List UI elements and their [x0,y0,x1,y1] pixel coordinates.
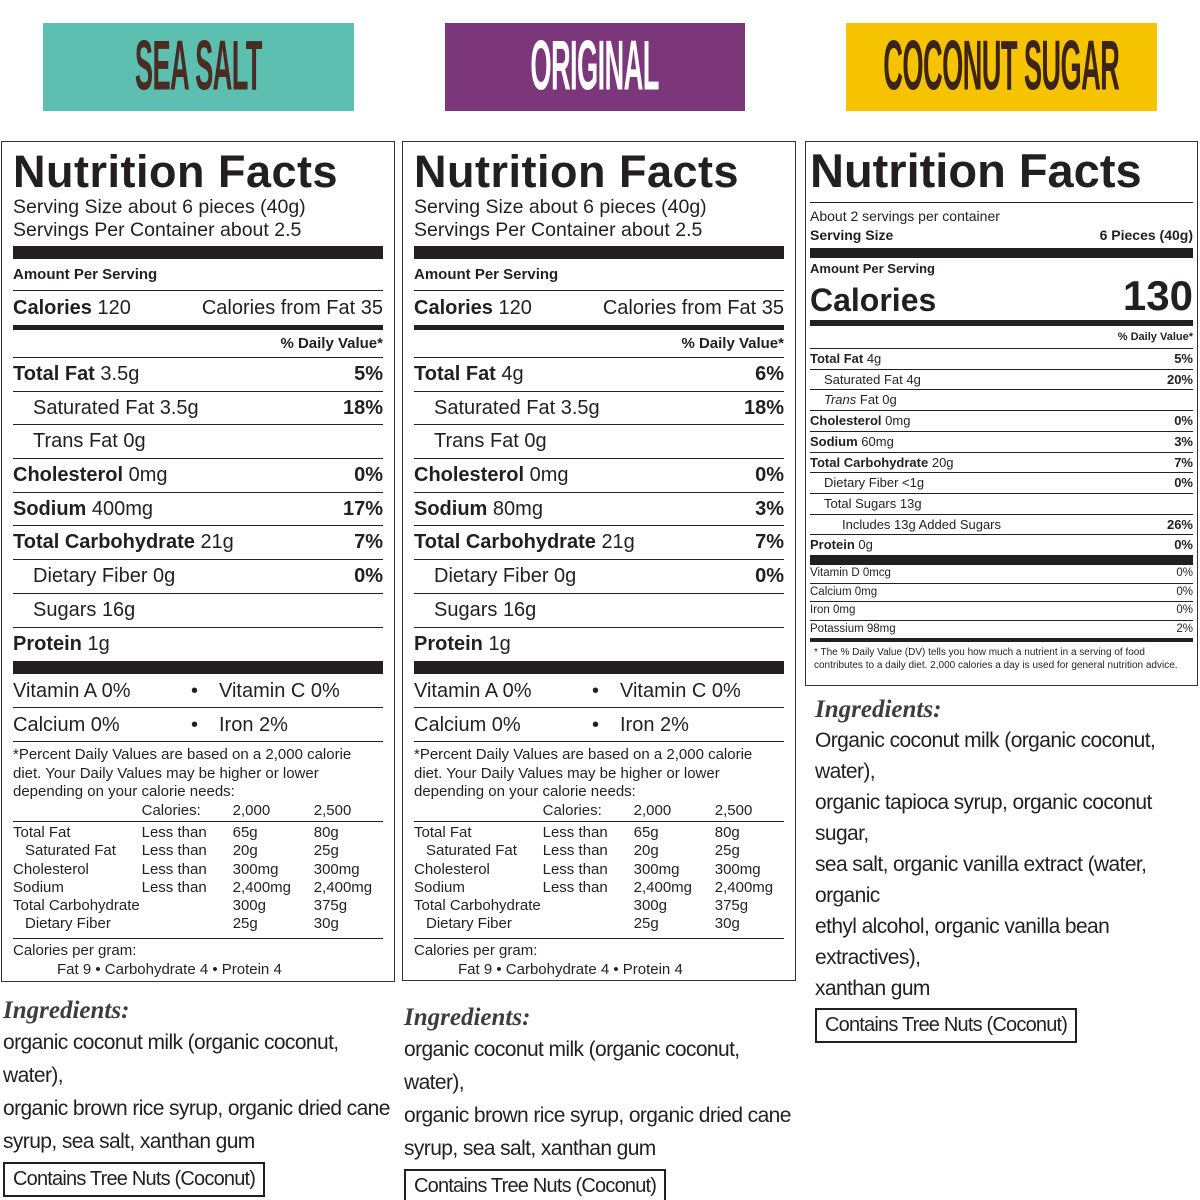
vitamin-row: Calcium 0mg 0% [810,584,1193,603]
servings-per-container: Servings Per Container about 2.5 [13,219,302,241]
amount-per-serving: Amount Per Serving [13,259,383,291]
calories-per-gram: Calories per gram: Fat 9 • Carbohydrate … [13,937,383,979]
nutrient-row: Cholesterol 0mg 0% [13,459,383,493]
ingredients-text: organic coconut milk (organic coconut, w… [3,1031,390,1153]
calories-from-fat: Calories from Fat 35 [602,297,784,319]
nutrient-row: Protein 1g [414,632,511,655]
daily-value-header: % Daily Value* [13,330,383,358]
serving-size: Serving Size about 6 pieces (40g) [414,196,707,218]
vitamin-row: Vitamin A 0% • Vitamin C 0% [13,674,383,709]
footnote: *Percent Daily Values are based on a 2,0… [414,746,753,801]
nutrient-row: Saturated Fat 4g 20% [810,370,1193,391]
serving-size: Serving Size about 6 pieces (40g) [13,196,306,218]
nutrient-row: Total Fat 4g 5% [810,349,1193,370]
sea-salt-ingredients: Ingredients: organic coconut milk (organ… [3,996,393,1197]
nutrient-row: Includes 13g Added Sugars 26% [810,515,1193,536]
nutrient-row: Sodium 400mg 17% [13,493,383,527]
calories-row: Calories 130 [810,272,1193,319]
allergen-box: Contains Tree Nuts (Coconut) [404,1169,667,1200]
sea-salt-banner: SEA SALT [43,23,354,111]
vitamin-row: Vitamin D 0mcg 0% [810,565,1193,584]
sea-salt-banner-text: SEA SALT [135,27,263,106]
footnote: *Percent Daily Values are based on a 2,0… [13,746,352,801]
calories-per-gram: Calories per gram: Fat 9 • Carbohydrate … [414,937,784,979]
calories-row: Calories 120 Calories from Fat 35 [414,291,784,325]
mineral-row: Calcium 0% • Iron 2% [13,708,383,743]
footnote: * The % Daily Value (DV) tells you how m… [814,647,1178,672]
coconut-sugar-banner-text: COCONUT SUGAR [883,27,1121,106]
servings-per-container: Servings Per Container about 2.5 [414,219,703,241]
coconut-sugar-banner: COCONUT SUGAR [846,23,1157,111]
calories-from-fat: Calories from Fat 35 [201,297,383,319]
nutrient-row: Cholesterol 0mg 0% [414,459,784,493]
allergen-box: Contains Tree Nuts (Coconut) [3,1162,266,1197]
original-banner: ORIGINAL [445,23,745,111]
daily-values-table: Calories: 2,000 2,500 Total Fat Less than 65… [414,802,784,934]
nutrient-row: Protein 1g [13,632,110,655]
daily-value-header: % Daily Value* [414,330,784,358]
nutrient-row: Saturated Fat 3.5g 18% [13,392,383,426]
nutrition-facts-title: Nutrition Facts [414,146,740,197]
nutrient-row: Dietary Fiber 0g 0% [414,560,784,594]
calories-row: Calories 120 Calories from Fat 35 [13,291,383,325]
nutrient-row: Sugars 16g [13,594,383,628]
nutrient-row: Trans Fat 0g [810,390,1193,412]
original-nutrition-label: Nutrition Facts Serving Size about 6 pie… [402,141,796,981]
amount-per-serving: Amount Per Serving [810,261,935,276]
nutrient-row: Sugars 16g [414,594,784,628]
nutrient-row: Total Carbohydrate 21g 7% [13,526,383,561]
nutrient-list: Total Fat 4g 6% Saturated Fat 3.5g 18% Tra… [414,358,784,661]
nutrient-row: Total Fat 4g 6% [414,358,784,392]
ingredients-text: Organic coconut milk (organic coconut, w… [815,729,1156,1000]
nutrient-row: Total Carbohydrate 20g 7% [810,453,1193,474]
nutrient-row: Trans Fat 0g [13,425,383,460]
nutrient-row: Sodium 80mg 3% [414,493,784,527]
amount-per-serving: Amount Per Serving [414,259,784,291]
nutrient-row: Trans Fat 0g [414,425,784,460]
sea-salt-nutrition-label: Nutrition Facts Serving Size about 6 pie… [1,141,395,982]
daily-values-table: Calories: 2,000 2,500 Total Fat Less than 65… [13,802,383,934]
nutrient-row: Sodium 60mg 3% [810,432,1193,453]
nutrient-row: Protein 0g 0% [810,537,1193,553]
original-banner-text: ORIGINAL [530,27,660,106]
ingredients-text: organic coconut milk (organic coconut, w… [404,1038,791,1160]
allergen-box: Contains Tree Nuts (Coconut) [815,1008,1078,1043]
vitamin-row: Iron 0mg 0% [810,602,1193,621]
ingredients-heading: Ingredients: [3,997,130,1024]
coconut-sugar-ingredients: Ingredients: Organic coconut milk (organ… [815,695,1195,1043]
nutrient-row: Dietary Fiber <1g 0% [810,473,1193,494]
calories-value: 130 [1122,272,1193,319]
serving-size: Serving Size 6 Pieces (40g) [810,227,1193,243]
vitamin-row: Potassium 98mg 2% [810,622,1193,635]
ingredients-heading: Ingredients: [815,696,942,723]
nutrient-row: Cholesterol 0mg 0% [810,411,1193,432]
daily-value-header: % Daily Value* [810,326,1193,349]
nutrition-facts-title: Nutrition Facts [810,146,1193,203]
nutrient-row: Saturated Fat 3.5g 18% [414,392,784,426]
ingredients-heading: Ingredients: [404,1004,531,1031]
nutrient-row: Total Fat 3.5g 5% [13,358,383,392]
vitamin-row: Vitamin A 0% • Vitamin C 0% [414,674,784,709]
coconut-sugar-nutrition-label: Nutrition Facts About 2 servings per con… [805,141,1198,686]
nutrient-row: Total Sugars 13g [810,494,1193,515]
nutrient-row: Total Carbohydrate 21g 7% [414,526,784,561]
nutrition-facts-title: Nutrition Facts [13,146,339,197]
original-ingredients: Ingredients: organic coconut milk (organ… [404,1003,794,1200]
nutrient-list: Total Fat 3.5g 5% Saturated Fat 3.5g 18% T… [13,358,383,661]
servings-per-container: About 2 servings per container [810,208,1000,224]
nutrient-row: Dietary Fiber 0g 0% [13,560,383,594]
mineral-row: Calcium 0% • Iron 2% [414,708,784,743]
